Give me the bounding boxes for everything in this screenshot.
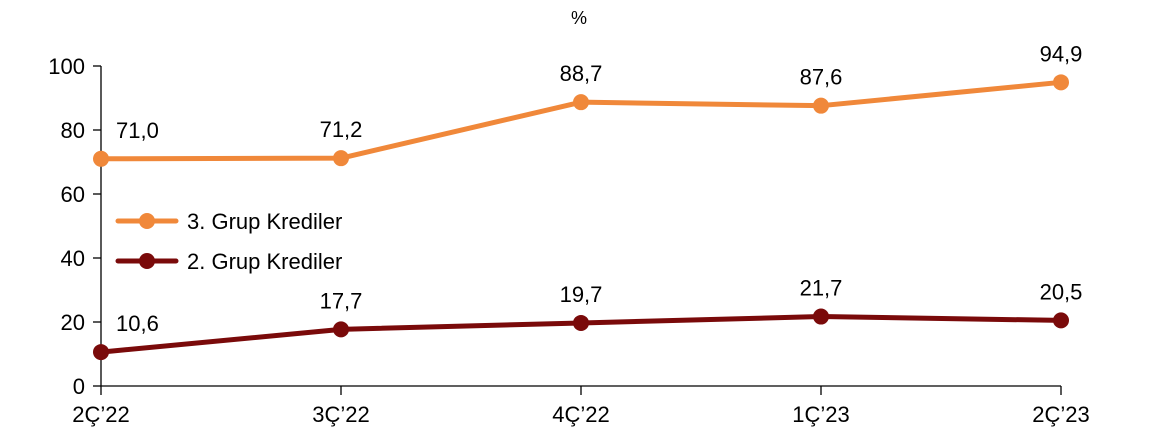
series-1: 71,0 71,2 88,7 87,6 94,9: [93, 41, 1083, 167]
y-tick-label: 60: [61, 182, 85, 207]
series-line: [98, 79, 1064, 162]
x-tick-label: 2Ç’23: [1032, 402, 1089, 427]
y-tick-label: 0: [73, 374, 85, 399]
legend-label: 2. Grup Krediler: [187, 249, 342, 274]
x-tick-label: 2Ç’22: [72, 402, 129, 427]
y-tick-label: 20: [61, 310, 85, 335]
data-label: 21,7: [800, 276, 843, 301]
x-tick-label: 1Ç’23: [792, 402, 849, 427]
y-tick-label: 40: [61, 246, 85, 271]
data-label: 71,2: [320, 117, 363, 142]
data-point: [333, 321, 349, 338]
data-label: 19,7: [560, 282, 603, 307]
legend-item-1: 3. Grup Krediler: [115, 209, 342, 234]
data-label: 17,7: [320, 288, 363, 313]
axes: 0 20 40 60 80 100 2Ç’22 3Ç’22 4Ç’22 1Ç’23 2Ç’23: [48, 54, 1089, 427]
data-point: [813, 97, 829, 114]
legend-item-2: 2. Grup Krediler: [115, 249, 342, 274]
legend-label: 3. Grup Krediler: [187, 209, 342, 234]
series-2: 10,6 17,7 19,7 21,7 20,5: [93, 276, 1082, 361]
data-point: [813, 308, 829, 325]
data-point: [333, 150, 349, 167]
y-tick-label: 100: [48, 54, 85, 79]
x-tick-label: 3Ç’22: [312, 402, 369, 427]
unit-label: %: [571, 8, 587, 28]
x-tick-label: 4Ç’22: [552, 402, 609, 427]
data-label: 94,9: [1040, 41, 1083, 66]
data-label: 88,7: [560, 61, 603, 86]
legend-marker: [139, 253, 155, 269]
data-label: 71,0: [116, 118, 159, 143]
y-tick-label: 80: [61, 118, 85, 143]
data-point: [573, 314, 589, 331]
data-point: [573, 94, 589, 111]
series-layer: 71,0 71,2 88,7 87,6 94,9 10,6 17,7 19,7 21,7 20,5: [93, 41, 1083, 361]
legend: 3. Grup Krediler 2. Grup Krediler: [115, 209, 342, 274]
data-point: [1053, 312, 1069, 329]
data-label: 20,5: [1040, 279, 1083, 304]
legend-marker: [139, 213, 155, 229]
data-point: [93, 344, 109, 361]
data-point: [1053, 74, 1069, 91]
data-label: 10,6: [116, 311, 159, 336]
data-label: 87,6: [800, 65, 843, 90]
data-point: [93, 150, 109, 167]
